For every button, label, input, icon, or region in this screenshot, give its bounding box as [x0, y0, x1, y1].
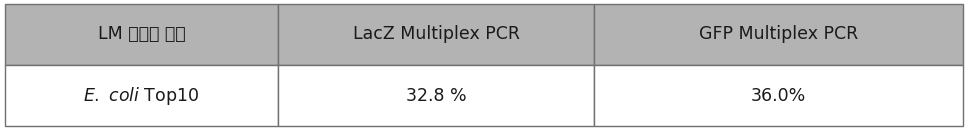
Text: LacZ Multiplex PCR: LacZ Multiplex PCR	[352, 25, 520, 43]
Bar	[5, 65, 278, 126]
Text: 36.0%: 36.0%	[751, 87, 806, 105]
Bar	[278, 4, 594, 65]
Bar	[278, 65, 594, 126]
Bar	[5, 4, 278, 65]
Text: $\mathit{E.\ coli}$ Top10: $\mathit{E.\ coli}$ Top10	[83, 84, 199, 107]
Text: GFP Multiplex PCR: GFP Multiplex PCR	[699, 25, 859, 43]
Bar	[594, 65, 963, 126]
Text: 32.8 %: 32.8 %	[406, 87, 467, 105]
Text: LM 미생물 종류: LM 미생물 종류	[98, 25, 185, 43]
Bar	[594, 4, 963, 65]
